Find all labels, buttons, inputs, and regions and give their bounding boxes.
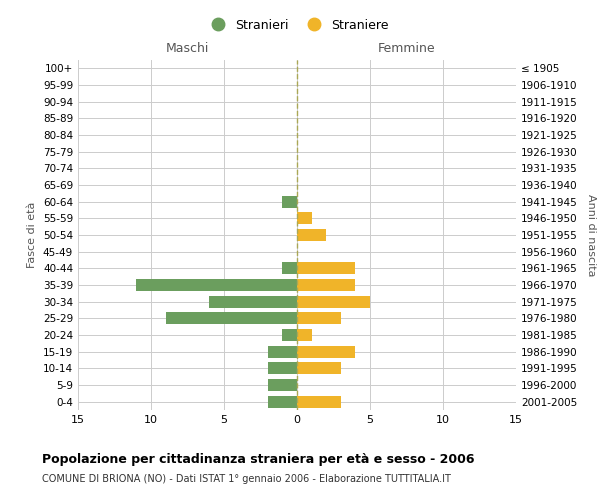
Bar [283,329,297,341]
Bar [297,329,311,341]
Bar [268,379,297,391]
Bar [297,279,355,291]
Bar [297,229,326,241]
Bar [283,262,297,274]
Bar [166,312,297,324]
Text: COMUNE DI BRIONA (NO) - Dati ISTAT 1° gennaio 2006 - Elaborazione TUTTITALIA.IT: COMUNE DI BRIONA (NO) - Dati ISTAT 1° ge… [42,474,451,484]
Bar [209,296,297,308]
Text: Maschi: Maschi [166,42,209,55]
Bar [297,396,341,407]
Bar [297,312,341,324]
Text: Femmine: Femmine [377,42,436,55]
Bar [268,396,297,407]
Bar [297,362,341,374]
Bar [268,346,297,358]
Bar [283,196,297,207]
Y-axis label: Anni di nascita: Anni di nascita [586,194,596,276]
Text: Popolazione per cittadinanza straniera per età e sesso - 2006: Popolazione per cittadinanza straniera p… [42,452,475,466]
Bar [297,346,355,358]
Bar [268,362,297,374]
Y-axis label: Fasce di età: Fasce di età [28,202,37,268]
Bar [136,279,297,291]
Bar [297,262,355,274]
Bar [297,296,370,308]
Bar [297,212,311,224]
Legend: Stranieri, Straniere: Stranieri, Straniere [200,14,394,37]
